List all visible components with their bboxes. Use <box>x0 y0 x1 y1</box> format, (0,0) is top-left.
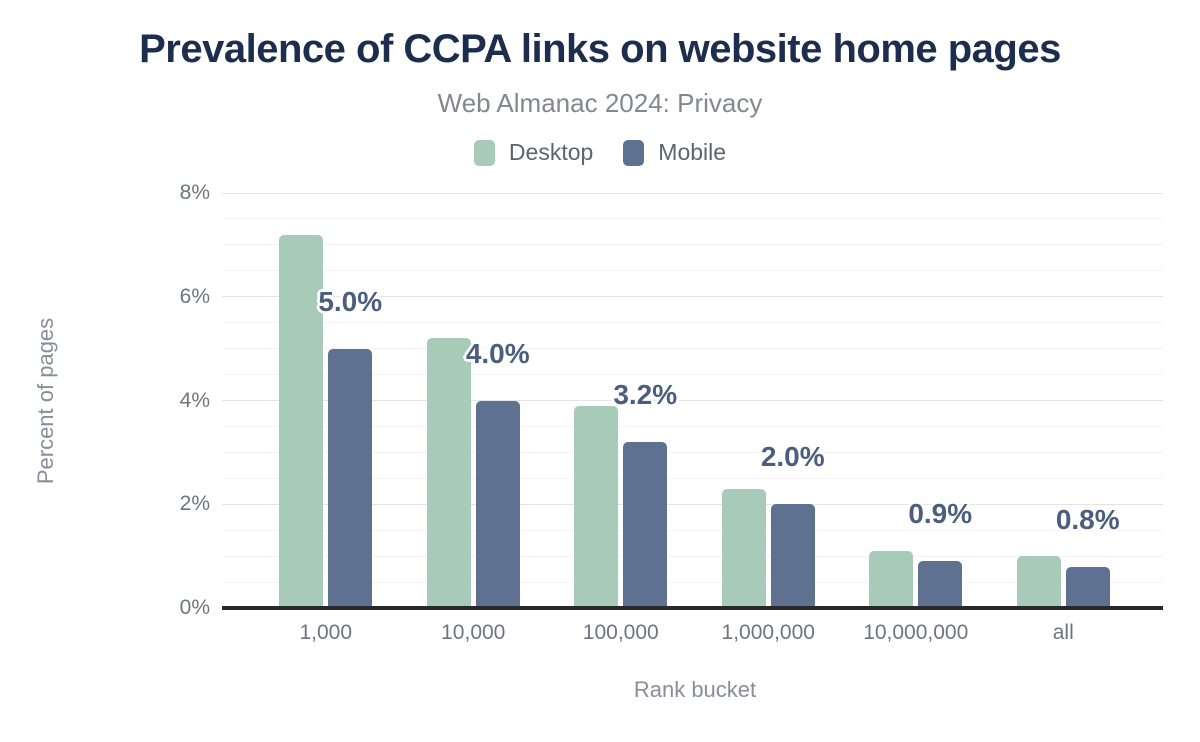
gridline-minor <box>222 529 1163 531</box>
data-label-4: 0.9% <box>908 498 973 530</box>
data-label-5: 0.8% <box>1055 503 1120 535</box>
y-tick-label: 6% <box>179 284 210 308</box>
gridline-major <box>222 192 1163 194</box>
gridline-minor <box>222 322 1163 324</box>
bar-desktop-2 <box>574 405 619 608</box>
x-axis-title: Rank bucket <box>633 677 757 702</box>
bar-desktop-1 <box>426 338 471 608</box>
x-axis-line <box>222 606 1163 610</box>
y-tick-label: 8% <box>179 181 210 204</box>
gridline-minor <box>222 348 1163 350</box>
x-tick-label-1: 10,000 <box>441 621 506 644</box>
gridline-major <box>222 400 1163 401</box>
bar-desktop-4 <box>869 550 914 608</box>
bar-mobile-3 <box>770 504 815 608</box>
data-label-3: 2.0% <box>760 441 825 473</box>
bar-mobile-5 <box>1065 566 1110 608</box>
legend-swatch-mobile-icon <box>623 139 645 166</box>
x-tick-label-3: 1,000,000 <box>721 621 815 644</box>
gridline-minor <box>222 244 1163 246</box>
gridline-major <box>222 503 1163 505</box>
y-tick-label: 2% <box>179 492 210 516</box>
legend-swatch-desktop-icon <box>473 139 495 166</box>
x-tick-label-2: 100,000 <box>582 621 659 644</box>
data-label-0: 5.0% <box>318 285 383 317</box>
chart-subtitle: Web Almanac 2024: Privacy <box>437 88 763 118</box>
gridline-minor <box>222 270 1163 272</box>
x-tick-label-4: 10,000,000 <box>863 621 969 644</box>
x-tick-label-0: 1,000 <box>299 621 353 644</box>
legend: Desktop Mobile <box>0 139 1200 166</box>
y-axis-title: Percent of pages <box>33 317 58 484</box>
y-tick-label: 4% <box>179 388 210 412</box>
legend-label-desktop: Desktop <box>508 139 594 165</box>
gridline-major <box>222 296 1163 298</box>
y-tick-label: 0% <box>179 596 210 619</box>
gridline-minor <box>222 425 1163 427</box>
bar-desktop-3 <box>721 488 766 608</box>
gridline-minor <box>222 374 1163 376</box>
bar-desktop-0 <box>279 234 324 608</box>
legend-label-mobile: Mobile <box>658 139 727 165</box>
chart-title: Prevalence of CCPA links on website home… <box>139 27 1061 71</box>
gridline-minor <box>222 555 1163 557</box>
x-tick-label-5: all <box>1052 621 1074 644</box>
data-label-1: 4.0% <box>465 337 530 369</box>
legend-item-mobile[interactable]: Mobile <box>623 139 726 166</box>
gridline-minor <box>222 451 1163 453</box>
bar-desktop-5 <box>1016 556 1061 608</box>
gridline-minor <box>222 581 1163 583</box>
bar-mobile-4 <box>918 561 963 608</box>
bar-mobile-0 <box>328 348 373 608</box>
bar-mobile-1 <box>475 400 520 608</box>
gridline-minor <box>222 477 1163 479</box>
bar-mobile-2 <box>623 442 668 608</box>
legend-item-desktop[interactable]: Desktop <box>473 139 594 166</box>
gridline-minor <box>222 218 1163 220</box>
data-label-2: 3.2% <box>613 379 678 410</box>
